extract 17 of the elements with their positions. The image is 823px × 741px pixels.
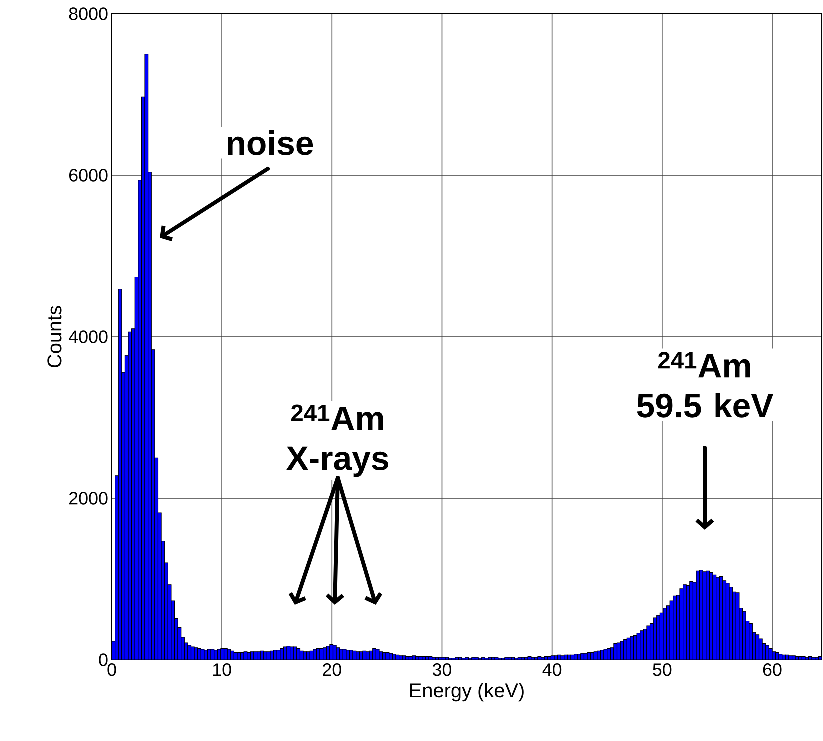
annotation: noise [228, 130, 314, 156]
y-tick-label: 0 [99, 654, 108, 666]
annotation: $^{241}$Am 59.5 keV [637, 352, 774, 418]
annotation: $^{241}$Am X-rays [286, 404, 388, 478]
x-tick-label: 40 [542, 664, 562, 676]
y-tick-label: 2000 [69, 492, 108, 505]
y-tick-label: 8000 [69, 8, 108, 20]
x-tick-label: 10 [213, 664, 232, 676]
x-tick-label: 20 [323, 664, 342, 676]
x-axis-title: Energy (keV) [410, 683, 524, 702]
x-tick-label: 0 [108, 664, 116, 676]
x-tick-label: 50 [653, 664, 672, 676]
y-axis-title: Counts [48, 306, 62, 368]
x-tick-label: 30 [432, 664, 452, 676]
y-tick-label: 4000 [68, 330, 108, 344]
y-tick-label: 6000 [69, 169, 108, 182]
x-tick-label: 60 [763, 664, 782, 676]
